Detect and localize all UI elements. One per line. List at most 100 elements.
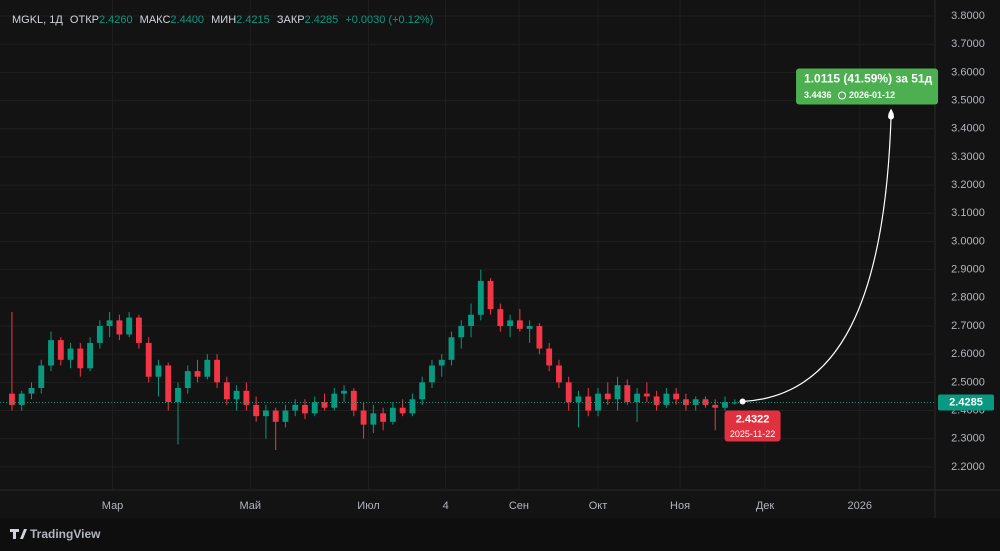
x-tick-label: Июл bbox=[357, 500, 379, 512]
value: 2.4400 bbox=[170, 14, 204, 26]
y-tick-label: 2.8000 bbox=[951, 292, 985, 304]
projection-pin bbox=[888, 108, 895, 115]
candle-body bbox=[634, 393, 641, 403]
projection-start-value: 2.4322 bbox=[736, 413, 770, 425]
candle-body bbox=[380, 413, 387, 422]
candle-body bbox=[204, 359, 211, 377]
candle-body bbox=[399, 407, 406, 414]
y-tick-label: 3.3000 bbox=[951, 151, 985, 163]
candle-body bbox=[67, 348, 74, 360]
candle-body bbox=[653, 396, 660, 405]
brand-name: TradingView bbox=[30, 527, 101, 541]
projection-start-date: 2025-11-22 bbox=[730, 429, 775, 439]
label: МИН bbox=[211, 14, 236, 26]
x-tick-label: 2026 bbox=[848, 500, 872, 512]
candle-body bbox=[682, 399, 689, 405]
candle-body bbox=[282, 410, 289, 422]
projection-end bbox=[888, 113, 895, 120]
y-tick-label: 3.5000 bbox=[951, 94, 985, 106]
footer-bar bbox=[0, 518, 1000, 551]
candle-body bbox=[194, 371, 201, 377]
candle-body bbox=[614, 385, 621, 400]
candle-body bbox=[419, 382, 426, 400]
projection-box bbox=[796, 68, 939, 105]
candle-body bbox=[184, 371, 191, 388]
projection-curve bbox=[742, 116, 892, 403]
candle-body bbox=[731, 402, 738, 404]
value: 2.4285 bbox=[305, 14, 339, 26]
candle-body bbox=[389, 407, 396, 422]
candle-body bbox=[145, 342, 152, 377]
candle-body bbox=[87, 342, 94, 369]
candle-body bbox=[57, 340, 64, 360]
candle-body bbox=[28, 387, 35, 394]
grid bbox=[0, 0, 935, 490]
y-tick-label: 3.6000 bbox=[951, 66, 985, 78]
candle-body bbox=[311, 402, 318, 414]
legend-header: MGKL, 1Д ОТКР2.4260 МАКС2.4400 МИН2.4215… bbox=[12, 14, 433, 26]
y-tick-label: 2.2000 bbox=[951, 461, 985, 473]
plot bbox=[9, 269, 738, 450]
candle-body bbox=[438, 359, 445, 366]
y-tick-label: 3.7000 bbox=[951, 38, 985, 50]
candle-body bbox=[272, 410, 279, 422]
logo-icon bbox=[10, 529, 27, 539]
symbol: MGKL, 1Д bbox=[12, 14, 63, 26]
candle-body bbox=[48, 340, 54, 366]
candle-body bbox=[556, 365, 562, 383]
candle-body bbox=[673, 393, 680, 400]
y-tick-label: 3.4000 bbox=[951, 123, 985, 135]
candle-body bbox=[292, 404, 299, 411]
x-tick-label: Май bbox=[240, 500, 262, 512]
candle-body bbox=[77, 348, 84, 369]
candle-body bbox=[497, 309, 504, 327]
candle-body bbox=[38, 365, 45, 388]
projection-start-box bbox=[724, 410, 781, 442]
candle-body bbox=[585, 396, 592, 411]
y-tick-label: 3.1000 bbox=[951, 207, 985, 219]
x-tick-label: Мар bbox=[102, 500, 124, 512]
y-tick-label: 3.2000 bbox=[951, 179, 985, 191]
candle-body bbox=[624, 385, 631, 403]
last-price-label: 2.4285 bbox=[949, 396, 983, 408]
candle-body bbox=[116, 320, 123, 335]
candle-body bbox=[722, 402, 728, 408]
candle-body bbox=[321, 402, 328, 408]
candle-body bbox=[712, 404, 719, 408]
candle-body bbox=[136, 317, 142, 343]
candle-body bbox=[575, 396, 582, 403]
y-tick-label: 2.9000 bbox=[951, 264, 985, 276]
candle-body bbox=[604, 393, 611, 400]
candle-body bbox=[341, 390, 347, 394]
candle-body bbox=[214, 359, 221, 383]
y-tick-label: 3.0000 bbox=[951, 235, 985, 247]
last-price-box bbox=[938, 394, 994, 411]
x-tick-label: Ноя bbox=[670, 500, 690, 512]
candle-body bbox=[302, 404, 308, 414]
label: ОТКР bbox=[70, 14, 99, 26]
candle-body bbox=[565, 382, 572, 403]
change: +0.0030 (+0.12%) bbox=[345, 14, 433, 26]
candle-body bbox=[331, 393, 338, 408]
candle-body bbox=[360, 410, 367, 425]
candle-body bbox=[507, 320, 514, 327]
candle-body bbox=[429, 365, 435, 383]
y-tick-label: 2.6000 bbox=[951, 348, 985, 360]
y-tick-label: 2.3000 bbox=[951, 433, 985, 445]
candle-body bbox=[409, 399, 416, 414]
candle-body bbox=[243, 390, 250, 405]
projection-start bbox=[739, 398, 746, 405]
value: 2.4215 bbox=[236, 14, 270, 26]
candle-body bbox=[9, 393, 15, 405]
value: 2.4260 bbox=[99, 14, 133, 26]
candle-body bbox=[350, 390, 357, 411]
logo[interactable]: TradingView bbox=[10, 527, 101, 541]
candle-body bbox=[370, 413, 377, 425]
candle-body bbox=[643, 393, 650, 397]
candle-body bbox=[526, 326, 533, 329]
x-tick-label: 4 bbox=[443, 500, 449, 512]
x-tick-label: Дек bbox=[756, 500, 775, 512]
candle-body bbox=[253, 404, 260, 417]
candle-body bbox=[165, 365, 172, 403]
